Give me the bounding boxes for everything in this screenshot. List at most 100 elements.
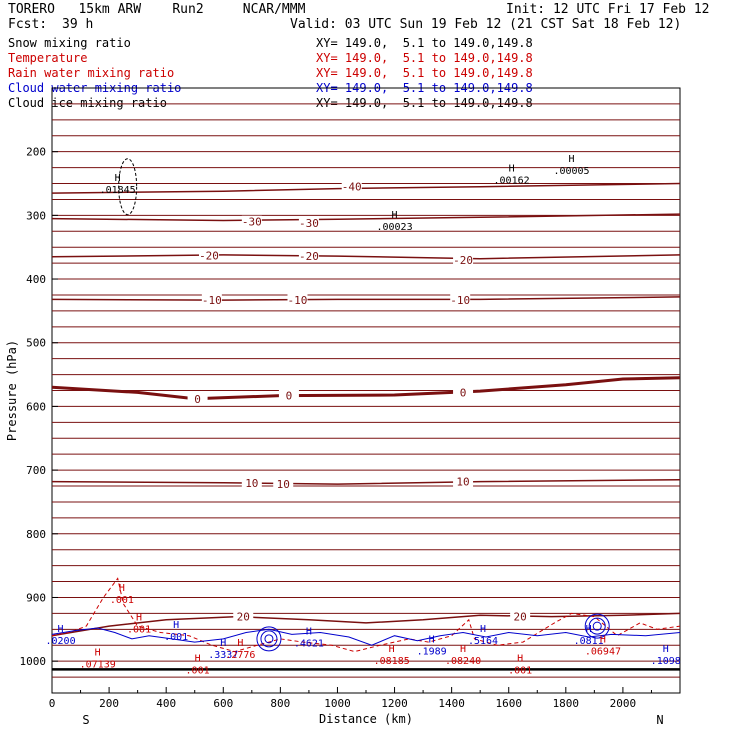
x-tick-label: 2000 [610, 697, 637, 710]
maximum-marker: H [136, 612, 142, 623]
maximum-marker: H [569, 154, 575, 165]
x-tick-label: 0 [49, 697, 56, 710]
maximum-value: .5164 [468, 636, 498, 647]
legend-entry-xy: XY= 149.0, 5.1 to 149.0,149.8 [316, 96, 533, 110]
isotherm-label-bg [187, 392, 208, 405]
x-tick-label: 1600 [495, 697, 522, 710]
maximum-value: .3337 [208, 650, 238, 661]
isotherm-label-bg [241, 476, 262, 489]
x-tick-label: 600 [213, 697, 233, 710]
isotherm-label-bg [341, 180, 362, 193]
isotherm-label-bg [298, 217, 319, 230]
maximum-marker: H [586, 624, 592, 635]
maximum-value: .2776 [225, 650, 255, 661]
isotherm-label: -20 [199, 249, 219, 262]
isotherm-label: 0 [460, 386, 467, 399]
isotherm-label-bg [510, 610, 531, 623]
maximum-marker: H [95, 647, 101, 658]
maximum-value: .001 [508, 666, 532, 677]
x-tick-label: 1400 [438, 697, 465, 710]
isotherm-label: -40 [342, 181, 362, 194]
y-tick-label: 900 [26, 591, 46, 604]
maximum-value: .0200 [46, 636, 76, 647]
maximum-marker: H [306, 626, 312, 637]
cloud-water-cell [264, 634, 274, 644]
x-endpoint-north: N [656, 713, 663, 727]
maximum-marker: H [429, 635, 435, 646]
isotherm-label: -10 [288, 294, 308, 307]
x-tick-label: 1000 [324, 697, 351, 710]
y-tick-label: 500 [26, 337, 46, 350]
y-tick-label: 600 [26, 400, 46, 413]
isotherm-label: 20 [237, 611, 250, 624]
legend-entry-name: Cloud ice mixing ratio [8, 96, 167, 110]
x-tick-label: 1200 [381, 697, 408, 710]
rain-water-contour [51, 577, 681, 653]
isotherm-label: -20 [453, 254, 473, 267]
isotherm-label: 0 [194, 393, 201, 406]
isotherm-label-bg [233, 610, 254, 623]
isotherm-label: -20 [299, 250, 319, 263]
y-tick-label: 400 [26, 273, 46, 286]
isotherm-label: 10 [456, 476, 469, 489]
isotherm-label-bg [298, 250, 319, 263]
maximum-marker: H [119, 583, 125, 594]
isotherm-label: -30 [242, 216, 262, 229]
maximum-value: .1989 [417, 647, 447, 658]
y-tick-label: 1000 [20, 655, 47, 668]
isotherm-label-bg [201, 294, 222, 307]
x-endpoint-south: S [82, 713, 89, 727]
isotherm-line [51, 478, 681, 485]
isotherm-line [51, 213, 681, 222]
isotherm-label: 10 [277, 478, 290, 491]
y-tick-label: 700 [26, 464, 46, 477]
isotherm-label: -10 [450, 294, 470, 307]
maximum-value: .08240 [445, 656, 481, 667]
maximum-marker: H [58, 624, 64, 635]
isotherm-label: 10 [245, 477, 258, 490]
isotherm-label: -30 [299, 217, 319, 230]
maximum-value: .1098 [651, 656, 681, 667]
isotherm-label: 0 [286, 390, 293, 403]
maximum-marker: H [663, 644, 669, 655]
legend-entry-xy: XY= 149.0, 5.1 to 149.0,149.8 [316, 36, 533, 50]
maximum-value: .08185 [374, 656, 410, 667]
valid-time: Valid: 03 UTC Sun 19 Feb 12 (21 CST Sat … [290, 17, 682, 32]
snow-contour [118, 158, 138, 216]
y-tick-label: 200 [26, 146, 46, 159]
maximum-marker: H [517, 654, 523, 665]
cloud-water-cell [584, 613, 610, 639]
legend-entry-xy: XY= 149.0, 5.1 to 149.0,149.8 [316, 66, 533, 80]
maximum-marker: H [195, 654, 201, 665]
cloud-water-cell [260, 630, 278, 648]
maximum-marker: H [600, 635, 606, 646]
legend-entry-name: Rain water mixing ratio [8, 66, 175, 80]
isotherm-label-bg [453, 475, 474, 488]
isotherm-label-bg [241, 215, 262, 228]
isotherm-label-bg [453, 253, 474, 266]
cloud-water-contour [51, 627, 681, 646]
maximum-marker: H [115, 173, 121, 184]
fcst-label: Fcst: [8, 17, 48, 32]
isotherm-label-bg [287, 294, 308, 307]
legend-entry-xy: XY= 149.0, 5.1 to 149.0,149.8 [316, 51, 533, 65]
maximum-marker: H [173, 620, 179, 631]
isotherm-line [51, 254, 681, 260]
maximum-value: .00005 [553, 166, 589, 177]
maximum-marker: H [480, 624, 486, 635]
maximum-value: .01845 [100, 185, 136, 196]
fcst-value: 39 h [62, 17, 94, 32]
maximum-value: .00162 [494, 175, 530, 186]
maximum-value: .001 [110, 595, 134, 606]
x-tick-label: 1800 [553, 697, 580, 710]
isotherm-label-bg [273, 478, 294, 491]
x-tick-label: 400 [156, 697, 176, 710]
isotherm-label-bg [453, 386, 474, 399]
x-tick-label: 200 [99, 697, 119, 710]
y-axis-label: Pressure (hPa) [5, 340, 19, 441]
maximum-value: .00023 [376, 222, 412, 233]
model-title: TORERO 15km ARW Run2 NCAR/MMM [8, 2, 306, 17]
isotherm-label-bg [450, 294, 471, 307]
maximum-value: .001 [127, 624, 151, 635]
